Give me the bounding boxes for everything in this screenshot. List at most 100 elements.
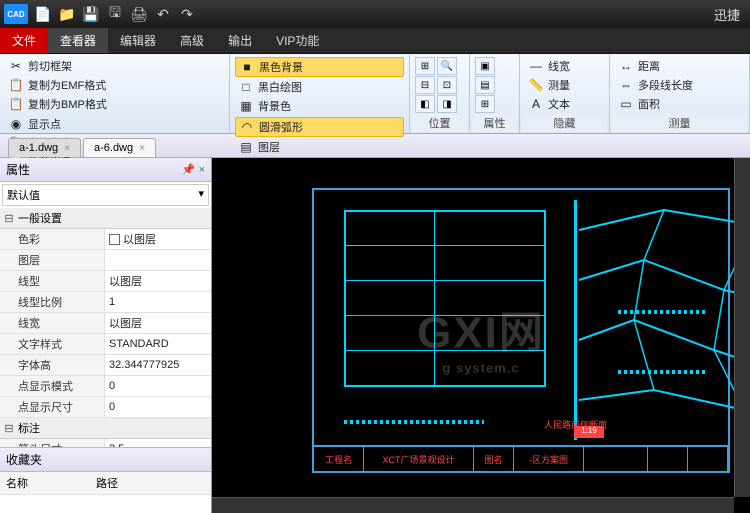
property-row[interactable]: 图层: [0, 250, 211, 271]
polyline-len-button[interactable]: ⇔多段线长度: [615, 76, 744, 94]
favorites-columns: 名称 路径: [0, 472, 211, 495]
cut-frame-button[interactable]: ✂剪切框架: [5, 57, 224, 75]
attr-icon-1[interactable]: ▣: [475, 57, 495, 75]
attr-icon-2[interactable]: ▤: [475, 76, 495, 94]
ruler-icon: 📏: [528, 77, 544, 93]
properties-list[interactable]: ⊟一般设置 色彩以图层图层线型以图层线型比例1线宽以图层文字样式STANDARD…: [0, 208, 211, 447]
save-icon[interactable]: 💾: [82, 5, 100, 23]
file-tab-a6[interactable]: a-6.dwg×: [83, 138, 156, 157]
arc-icon: ◠: [239, 119, 255, 135]
bg-color-button[interactable]: ▦背景色: [235, 97, 404, 115]
pos-icon-3[interactable]: ⊟: [415, 76, 435, 94]
property-row[interactable]: 箭头尺寸2.5: [0, 439, 211, 447]
bgcolor-icon: ▦: [238, 98, 254, 114]
area-icon: ▭: [618, 96, 634, 112]
default-value-combo[interactable]: 默认值▾: [2, 184, 209, 206]
emf-icon: 📋: [8, 77, 24, 93]
properties-panel: 属性 📌 × 默认值▾ ⊟一般设置 色彩以图层图层线型以图层线型比例1线宽以图层…: [0, 158, 212, 513]
property-value[interactable]: STANDARD: [105, 334, 211, 354]
pos-icon-5[interactable]: ◧: [415, 95, 435, 113]
favorites-header: 收藏夹: [0, 447, 211, 472]
text-button[interactable]: A文本: [525, 95, 604, 113]
property-value[interactable]: [105, 250, 211, 270]
property-value[interactable]: 0: [105, 376, 211, 396]
linewidth-icon: —: [528, 58, 544, 74]
property-row[interactable]: 线型以图层: [0, 271, 211, 292]
linewidth-button[interactable]: —线宽: [525, 57, 604, 75]
property-key: 箭头尺寸: [0, 439, 105, 447]
pos-icon-6[interactable]: ◨: [437, 95, 457, 113]
menu-advanced[interactable]: 高级: [168, 28, 216, 53]
ribbon-group-position: 位置: [412, 114, 467, 132]
show-points-button[interactable]: ◉显示点: [5, 115, 224, 133]
pos-icon-2[interactable]: 🔍: [437, 57, 457, 75]
property-key: 色彩: [0, 229, 105, 249]
smooth-arc-button[interactable]: ◠圆滑弧形: [235, 117, 404, 137]
property-row[interactable]: 字体高32.344777925: [0, 355, 211, 376]
section-annotation[interactable]: ⊟标注: [0, 418, 211, 439]
property-row[interactable]: 线型比例1: [0, 292, 211, 313]
area-button[interactable]: ▭面积: [615, 95, 744, 113]
open-icon[interactable]: 📁: [58, 5, 76, 23]
network-lines: [574, 200, 750, 440]
menu-output[interactable]: 输出: [216, 28, 264, 53]
section-general[interactable]: ⊟一般设置: [0, 208, 211, 229]
property-value[interactable]: 以图层: [105, 313, 211, 333]
property-row[interactable]: 点显示模式0: [0, 376, 211, 397]
property-row[interactable]: 线宽以图层: [0, 313, 211, 334]
ribbon-group-hide: 隐藏: [522, 114, 607, 132]
pin-icon[interactable]: 📌 ×: [182, 163, 205, 176]
property-row[interactable]: 文字样式STANDARD: [0, 334, 211, 355]
workspace: 属性 📌 × 默认值▾ ⊟一般设置 色彩以图层图层线型以图层线型比例1线宽以图层…: [0, 158, 750, 513]
copy-emf-button[interactable]: 📋复制为EMF格式: [5, 76, 224, 94]
property-key: 线型: [0, 271, 105, 291]
menu-editor[interactable]: 编辑器: [108, 28, 168, 53]
pos-icon-1[interactable]: ⊞: [415, 57, 435, 75]
ribbon-group-measure: 测量: [612, 114, 747, 132]
file-tab-a1[interactable]: a-1.dwg×: [8, 138, 81, 157]
property-row[interactable]: 点显示尺寸0: [0, 397, 211, 418]
black-bg-icon: ■: [239, 59, 255, 75]
new-icon[interactable]: 📄: [34, 5, 52, 23]
copy-bmp-button[interactable]: 📋复制为BMP格式: [5, 95, 224, 113]
menu-file[interactable]: 文件: [0, 28, 48, 53]
black-bg-button[interactable]: ■黑色背景: [235, 57, 404, 77]
drawing-canvas[interactable]: 人民路南侧断面 1:19 工程名 XCT广场景观设计 图名 -区方案图 GXI网…: [212, 158, 750, 513]
property-value[interactable]: 以图层: [105, 229, 211, 249]
polyline-icon: ⇔: [618, 77, 634, 93]
property-value[interactable]: 以图层: [105, 271, 211, 291]
print-icon[interactable]: 🖨: [130, 5, 148, 23]
property-value[interactable]: 2.5: [105, 439, 211, 447]
menu-vip[interactable]: VIP功能: [264, 28, 331, 53]
menu-viewer[interactable]: 查看器: [48, 28, 108, 53]
property-key: 点显示尺寸: [0, 397, 105, 417]
distance-button[interactable]: ↔距离: [615, 57, 744, 75]
property-row[interactable]: 色彩以图层: [0, 229, 211, 250]
vertical-scrollbar[interactable]: [734, 158, 750, 497]
bw-icon: □: [238, 79, 254, 95]
ribbon-group-attrs: 属性: [472, 114, 517, 132]
property-value[interactable]: 0: [105, 397, 211, 417]
scale-badge: 1:19: [574, 426, 604, 438]
undo-icon[interactable]: ↶: [154, 5, 172, 23]
horizontal-scrollbar[interactable]: [212, 497, 734, 513]
bmp-icon: 📋: [8, 96, 24, 112]
scissors-icon: ✂: [8, 58, 24, 74]
app-logo: CAD: [4, 4, 28, 24]
close-icon[interactable]: ×: [139, 143, 145, 154]
pos-icon-4[interactable]: ⊡: [437, 76, 457, 94]
close-icon[interactable]: ×: [64, 143, 70, 154]
property-key: 线型比例: [0, 292, 105, 312]
layers-button[interactable]: ▤图层: [235, 138, 404, 156]
save-as-icon[interactable]: 🖫: [106, 5, 124, 23]
attr-icon-3[interactable]: ⊞: [475, 95, 495, 113]
bw-draw-button[interactable]: □黑白绘图: [235, 78, 404, 96]
property-key: 图层: [0, 250, 105, 270]
property-value[interactable]: 1: [105, 292, 211, 312]
property-key: 字体高: [0, 355, 105, 375]
property-value[interactable]: 32.344777925: [105, 355, 211, 375]
measure-button[interactable]: 📏测量: [525, 76, 604, 94]
chevron-down-icon: ▾: [198, 187, 204, 203]
redo-icon[interactable]: ↷: [178, 5, 196, 23]
point-icon: ◉: [8, 116, 24, 132]
